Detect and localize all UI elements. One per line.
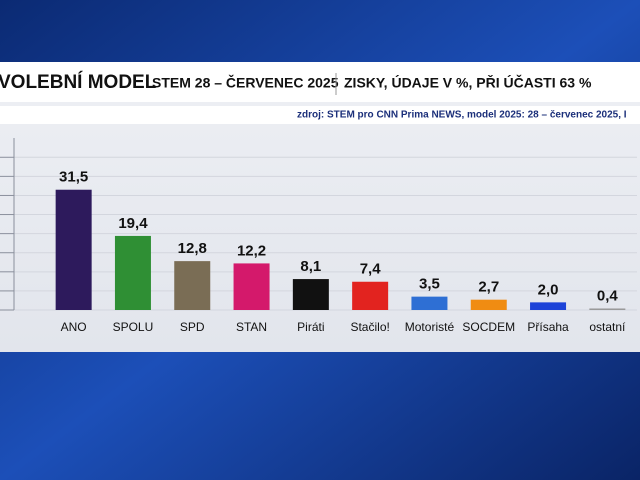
value-label: 0,4 — [597, 287, 619, 304]
value-label: 7,4 — [360, 261, 382, 278]
x-tick-label: Stačilo! — [350, 320, 389, 334]
chart-subtitle: STEM 28 – ČERVENEC 2025 — [152, 74, 339, 91]
chart-title: VOLEBNÍ MODEL — [0, 71, 157, 93]
value-label: 2,7 — [478, 279, 499, 296]
value-label: 12,8 — [178, 240, 207, 257]
bar — [352, 281, 389, 310]
value-label: 19,4 — [118, 215, 148, 232]
bar — [411, 296, 448, 310]
bar — [114, 235, 151, 310]
chart-panel — [0, 100, 640, 352]
bar — [55, 189, 92, 310]
x-tick-label: ANO — [61, 320, 87, 334]
x-tick-label: ostatní — [589, 320, 626, 334]
value-label: 12,2 — [237, 242, 266, 259]
source-bar — [0, 106, 640, 124]
bar — [174, 261, 211, 310]
bar — [292, 279, 329, 310]
x-tick-label: SOCDEM — [462, 320, 515, 334]
source: zdroj: STEM pro CNN Prima NEWS, model 20… — [297, 110, 627, 121]
x-tick-label: Přísaha — [527, 320, 569, 334]
bar — [233, 263, 270, 310]
x-tick-label: SPOLU — [113, 320, 154, 334]
bar — [470, 299, 507, 310]
value-label: 8,1 — [300, 258, 321, 275]
x-tick-label: STAN — [236, 320, 267, 334]
bar — [589, 308, 626, 310]
x-tick-label: Piráti — [297, 320, 324, 334]
header-bar — [0, 62, 640, 102]
chart-note: ZISKY, ÚDAJE V %, PŘI ÚČASTI 63 % — [344, 74, 592, 91]
value-label: 2,0 — [538, 281, 559, 298]
bar — [530, 302, 567, 310]
x-tick-label: SPD — [180, 320, 205, 334]
x-tick-label: Motoristé — [405, 320, 455, 334]
value-label: 3,5 — [419, 276, 440, 293]
value-label: 31,5 — [59, 169, 88, 186]
